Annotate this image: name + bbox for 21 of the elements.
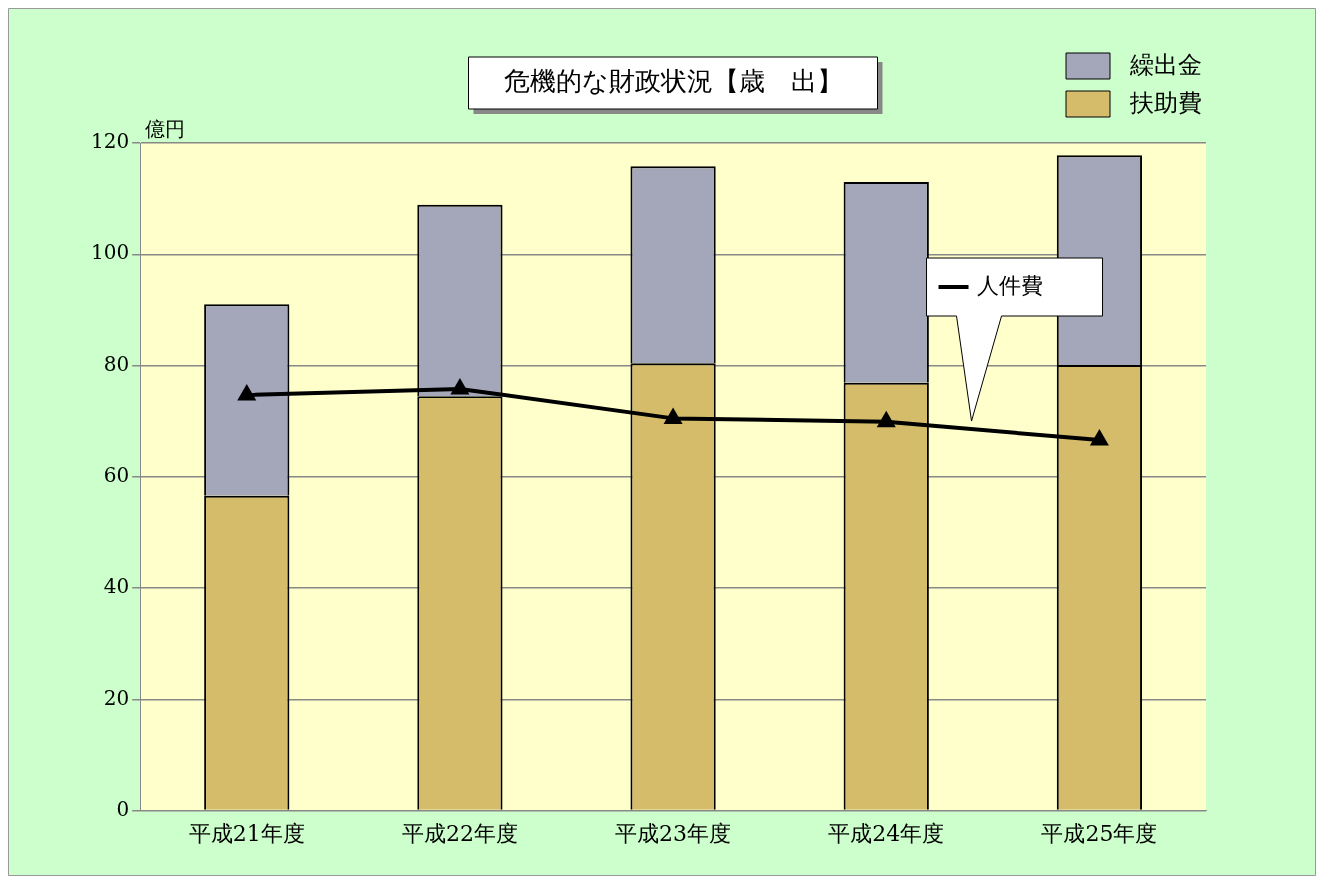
point (665, 409, 682, 424)
y-tick-label: 0 (116, 796, 130, 821)
legend-label: 扶助費 (1129, 89, 1202, 118)
legend-label: 人件費 (976, 272, 1043, 298)
y-axis-title: 億円 (145, 117, 186, 142)
x-tick-label: 平成22年度 (401, 820, 518, 846)
chart-title: 危機的な財政状況【歳 出】 (503, 65, 843, 96)
y-tick-label: 40 (103, 574, 130, 599)
point (238, 386, 255, 401)
x-tick-label: 平成21年度 (188, 820, 305, 846)
point (451, 379, 468, 395)
x-tick-label: 平成23年度 (615, 820, 732, 846)
y-tick-label: 100 (90, 240, 130, 265)
y-tick-label: 80 (103, 351, 130, 376)
x-tick-label: 平成25年度 (1041, 820, 1158, 846)
x-tick-label: 平成24年度 (828, 820, 945, 846)
y-tick-label: 60 (103, 463, 130, 487)
point (1091, 431, 1108, 446)
legend-label: 繰出金 (1129, 51, 1202, 80)
y-tick-label: 120 (90, 129, 130, 154)
y-tick-label: 20 (103, 685, 130, 710)
